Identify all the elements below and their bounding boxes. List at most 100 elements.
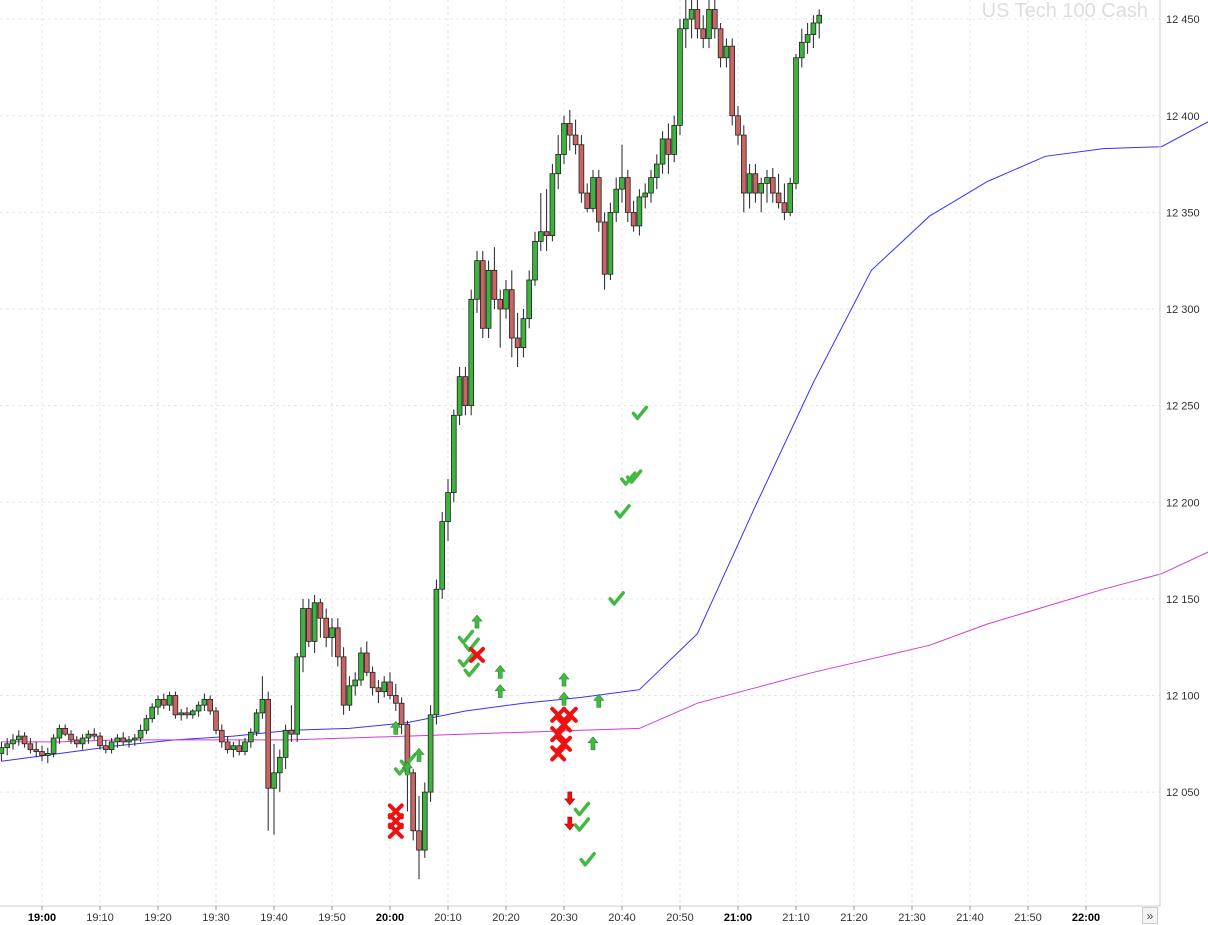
arrow-signal-icon <box>587 736 599 751</box>
candle <box>271 743 277 835</box>
candle-body <box>439 521 445 590</box>
candle-body <box>166 695 173 706</box>
candle-body <box>723 45 730 59</box>
candle <box>712 0 718 39</box>
candle <box>456 366 463 425</box>
candle-body <box>532 240 538 281</box>
candle <box>694 0 701 39</box>
candle-body <box>15 735 22 741</box>
candle <box>375 680 382 704</box>
candle <box>15 730 22 746</box>
candle <box>21 732 28 748</box>
candle-body <box>230 745 237 751</box>
candle <box>584 183 590 213</box>
candle-body <box>694 9 701 30</box>
candle-body <box>253 712 260 733</box>
candle-body <box>596 177 602 223</box>
candle-body <box>764 177 770 184</box>
candle <box>648 169 654 203</box>
candle-body <box>74 739 80 745</box>
candle-body <box>300 608 306 658</box>
candle <box>479 251 486 338</box>
candle <box>68 730 74 744</box>
time-tick-label: 21:10 <box>782 912 810 924</box>
candle-body <box>311 602 318 642</box>
candle-body <box>21 735 28 745</box>
candle-body <box>642 192 648 198</box>
candle-body <box>567 123 573 136</box>
candle <box>445 479 451 541</box>
price-tick-label: 12 400 <box>1166 111 1200 123</box>
candle <box>236 739 243 756</box>
time-tick-label: 21:00 <box>724 912 752 924</box>
candle-body <box>352 679 358 687</box>
candle <box>462 366 469 416</box>
candle <box>4 738 11 756</box>
candle-body <box>543 231 550 236</box>
candle-body <box>213 710 219 731</box>
candle-body <box>410 772 416 832</box>
candle <box>485 260 492 338</box>
candle <box>607 202 614 281</box>
candle-body <box>56 727 63 739</box>
candle-body <box>91 733 98 737</box>
candle-body <box>10 739 16 745</box>
candle-body <box>578 144 585 194</box>
price-tick-label: 12 150 <box>1166 594 1200 606</box>
cross-signal-icon <box>550 726 567 743</box>
candle-body <box>468 298 474 407</box>
candle <box>671 115 677 163</box>
candle-body <box>276 756 283 774</box>
candle <box>149 703 156 723</box>
candle-body <box>450 414 457 493</box>
price-tick-label: 12 100 <box>1166 691 1200 703</box>
moving-average-line <box>1 551 1208 743</box>
candle-body <box>613 188 619 213</box>
candle-body <box>810 22 817 35</box>
candle <box>619 144 625 203</box>
candle <box>799 28 805 68</box>
candle <box>253 709 260 737</box>
candle <box>305 598 312 648</box>
candle <box>126 736 132 748</box>
check-signal-icon <box>620 471 637 486</box>
candles <box>0 0 822 880</box>
cross-signal-icon <box>550 745 567 762</box>
candle <box>688 0 695 39</box>
candle-body <box>50 737 57 754</box>
candle-body <box>601 221 608 275</box>
candle-body <box>189 710 196 716</box>
arrow-signal-icon <box>593 693 605 708</box>
candle <box>33 741 39 758</box>
time-tick-label: 22:00 <box>1072 912 1100 924</box>
candle <box>416 795 422 880</box>
candle-body <box>39 751 45 756</box>
candle <box>50 734 57 758</box>
time-tick-label: 21:40 <box>956 912 984 924</box>
check-signal-icon <box>579 852 596 867</box>
scroll-right-button[interactable]: » <box>1142 907 1158 924</box>
price-axis-labels: 12 050 12 100 12 150 12 200 12 250 12 300 12 3… <box>1166 14 1200 799</box>
candle <box>572 119 579 155</box>
candle-body <box>816 14 822 24</box>
candle-body <box>717 28 724 59</box>
candle-body <box>97 735 103 747</box>
arrow-signal-icon <box>558 691 570 706</box>
candle <box>752 164 759 203</box>
candle-body <box>346 685 353 706</box>
candle <box>91 728 98 740</box>
candle-body <box>427 714 434 793</box>
candle <box>421 782 428 858</box>
time-tick-label: 20:40 <box>608 912 636 924</box>
candle-body <box>398 702 405 725</box>
trade-signals <box>387 405 649 867</box>
candle-body <box>590 177 596 209</box>
candle-body <box>340 656 347 706</box>
price-tick-label: 12 450 <box>1166 14 1200 26</box>
candle-body <box>305 608 312 642</box>
candle <box>323 608 329 648</box>
candle-body <box>247 731 254 743</box>
candle-body <box>131 737 138 741</box>
candle <box>39 745 45 762</box>
candle <box>201 693 208 711</box>
